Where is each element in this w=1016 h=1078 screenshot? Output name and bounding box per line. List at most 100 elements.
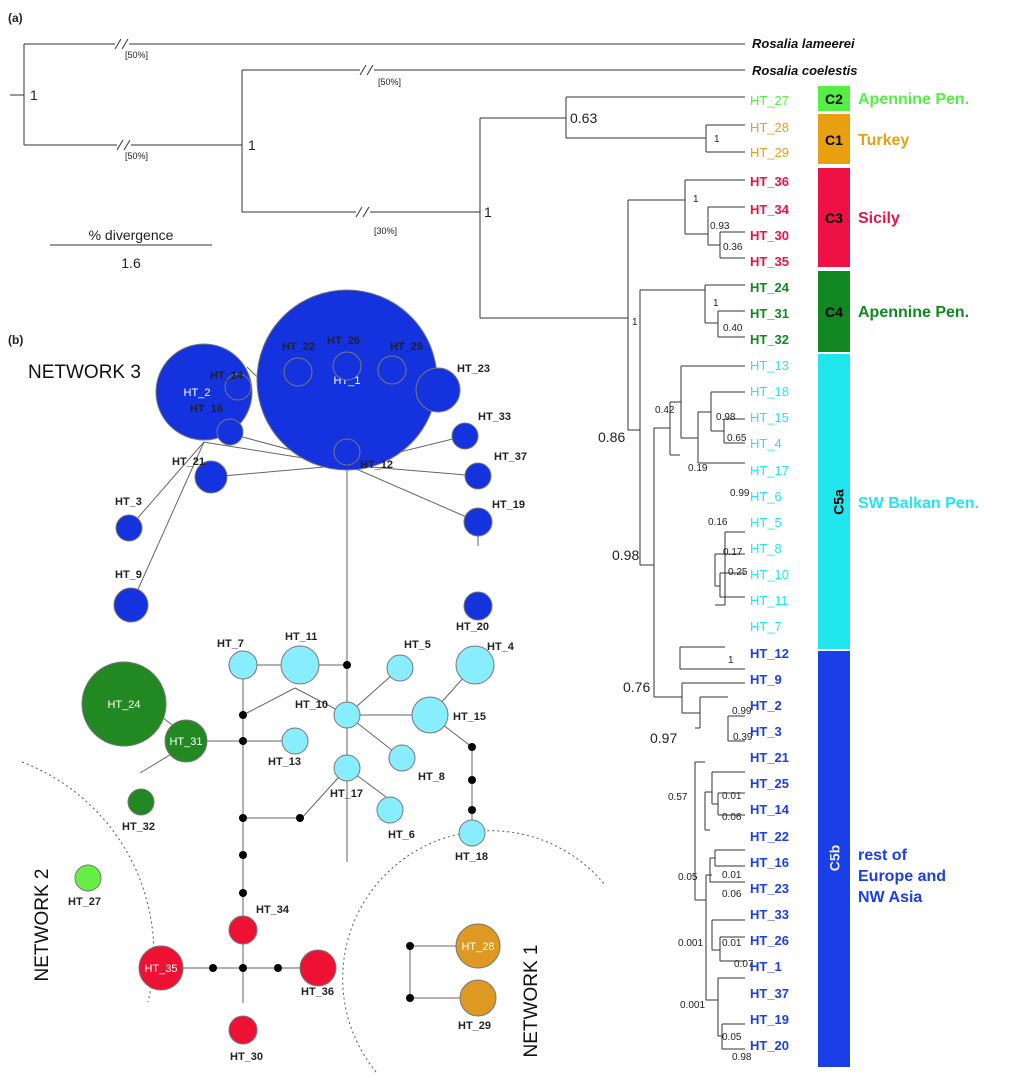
phylogenetic-tree: [50%] [50%] [50%] [30%] Rosalia lameerei… <box>10 36 858 1063</box>
tip-label: HT_10 <box>750 567 789 582</box>
support-value: 1 <box>714 134 720 145</box>
haplotype-node <box>283 357 313 387</box>
tip-label: HT_17 <box>750 463 789 478</box>
support-value: 0.76 <box>623 679 650 695</box>
haplotype-node-label: HT_7 <box>217 638 244 650</box>
support-value: 0.86 <box>598 429 625 445</box>
tip-label: HT_18 <box>750 384 789 399</box>
haplotype-node <box>74 864 102 892</box>
support-value: 1 <box>693 194 699 205</box>
haplotype-node-label: HT_5 <box>404 639 431 651</box>
tip-label: HT_26 <box>750 933 789 948</box>
break-label: [50%] <box>125 50 148 60</box>
haplotype-node <box>127 788 155 816</box>
haplotype-node <box>224 373 252 401</box>
tip-label: HT_27 <box>750 93 789 108</box>
haplotype-node-label: HT_26 <box>327 335 360 347</box>
support-value: 0.17 <box>723 547 743 558</box>
haplotype-node-label: HT_35 <box>144 963 177 975</box>
haplotype-node <box>415 367 461 413</box>
network-1-title: NETWORK 1 <box>521 945 542 1058</box>
support-value: 0.001 <box>678 938 703 949</box>
haplotype-node <box>216 418 244 446</box>
haplotype-node-label: HT_15 <box>453 711 486 723</box>
network1-boundary <box>342 830 606 1073</box>
scale-value: 1.6 <box>121 255 141 271</box>
haplotype-node <box>332 351 362 381</box>
haplotype-node <box>81 661 167 747</box>
mutation-dots <box>209 661 476 1002</box>
mutation-dot <box>239 814 247 822</box>
clade-bar-c5a <box>818 354 850 649</box>
tip-label: HT_11 <box>750 593 788 608</box>
clade-bars: C2 Apennine Pen. C1 Turkey C3 Sicily C4 … <box>818 86 979 1067</box>
network2-boundary <box>21 761 155 1003</box>
haplotype-node <box>458 819 486 847</box>
haplotype-node-label: HT_17 <box>330 788 363 800</box>
branch-break-marks <box>114 38 374 218</box>
support-value: 0.98 <box>716 412 736 423</box>
haplotype-node-label: HT_18 <box>455 851 488 863</box>
tip-label: HT_15 <box>750 410 789 425</box>
haplotype-node-label: HT_13 <box>268 756 301 768</box>
tip-label: HT_33 <box>750 907 789 922</box>
clade-code: C5b <box>827 845 843 871</box>
haplotype-node-label: HT_22 <box>282 341 315 353</box>
haplotype-node <box>155 343 253 441</box>
support-value: 0.65 <box>727 433 747 444</box>
clade-region: Apennine Pen. <box>858 91 969 108</box>
haplotype-network: NETWORK 3 NETWORK 2 NETWORK 1 HT_1HT_2HT… <box>21 289 606 1073</box>
support-value: 0.57 <box>668 792 688 803</box>
haplotype-node <box>386 654 414 682</box>
haplotype-node <box>280 645 320 685</box>
tip-label: HT_12 <box>750 646 789 661</box>
haplotype-node <box>388 744 416 772</box>
mutation-dot <box>296 814 304 822</box>
clade-region-line: rest of <box>858 847 908 864</box>
tip-label: HT_21 <box>750 750 789 765</box>
clade-region: Apennine Pen. <box>858 304 969 321</box>
tip-label: HT_7 <box>750 619 782 634</box>
outgroup-label: Rosalia lameerei <box>752 36 855 51</box>
tip-label: HT_13 <box>750 358 789 373</box>
haplotype-node <box>228 915 258 945</box>
support-value: 1 <box>30 87 38 103</box>
clade-bar-c5b <box>818 651 850 1067</box>
mutation-dot <box>239 711 247 719</box>
haplotype-node-label: HT_32 <box>122 821 155 833</box>
haplotype-node <box>228 1015 258 1045</box>
haplotype-node-label: HT_31 <box>169 736 202 748</box>
haplotype-node-label: HT_4 <box>487 641 515 653</box>
support-value: 0.19 <box>688 463 708 474</box>
clade-bar-c3 <box>818 168 850 267</box>
support-value: 0.06 <box>722 812 742 823</box>
clade-bar-c4 <box>818 271 850 352</box>
haplotype-node <box>281 727 309 755</box>
tip-label: HT_34 <box>750 202 790 217</box>
panel-b-label: (b) <box>8 333 23 347</box>
tip-label: HT_2 <box>750 698 782 713</box>
clade-code: C1 <box>825 132 843 148</box>
support-value: 0.97 <box>650 730 677 746</box>
haplotype-node <box>376 796 404 824</box>
haplotype-node <box>411 696 449 734</box>
support-value: 0.06 <box>722 889 742 900</box>
haplotype-node-label: HT_11 <box>285 631 317 643</box>
break-label: [50%] <box>125 151 148 161</box>
clade-code: C3 <box>825 210 843 226</box>
haplotype-node <box>228 650 258 680</box>
tip-label: HT_28 <box>750 120 789 135</box>
support-value: 0.01 <box>722 870 742 881</box>
haplotype-node <box>333 438 361 466</box>
mutation-dot <box>239 964 247 972</box>
mutation-dot <box>239 851 247 859</box>
tip-label: HT_19 <box>750 1012 789 1027</box>
haplotype-node-label: HT_36 <box>301 986 334 998</box>
support-value: 0.01 <box>722 938 742 949</box>
support-value: 0.001 <box>680 1000 705 1011</box>
tip-label: HT_30 <box>750 228 789 243</box>
haplotype-node <box>459 979 497 1017</box>
mutation-dot <box>239 889 247 897</box>
support-value: 0.40 <box>723 323 743 334</box>
